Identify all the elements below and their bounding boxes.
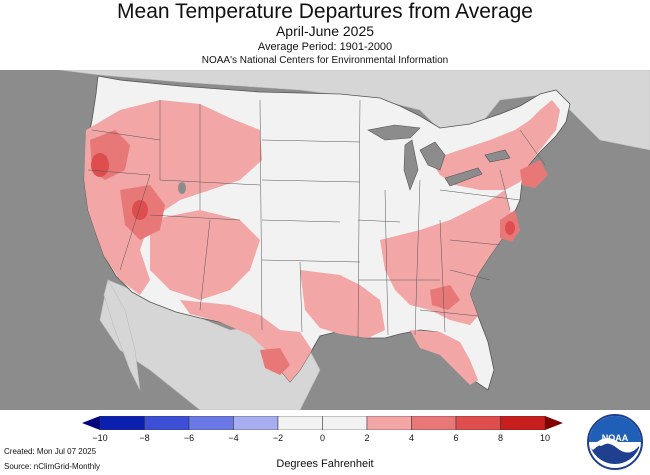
noaa-logo-text: NOAA (602, 433, 629, 443)
colorbar-arrow-high (545, 416, 563, 430)
legend-tick-label: −4 (228, 433, 239, 443)
legend-tick-label: −8 (139, 433, 150, 443)
legend-colorbar (82, 416, 563, 430)
data-source: Source: nClimGrid-Monthly (4, 462, 101, 471)
colorbar-segment (500, 416, 546, 430)
colorbar-segment (277, 416, 323, 430)
colorbar-segment (455, 416, 501, 430)
legend-tick-label: 2 (364, 433, 370, 443)
anomaly-4-to-6 (90, 130, 548, 375)
legend-tick-label: 6 (453, 433, 459, 443)
legend-tick-label: 4 (408, 433, 414, 443)
legend-tick-label: −2 (272, 433, 284, 443)
legend-tick-label: 10 (539, 433, 550, 443)
legend-tick-label: −6 (183, 433, 195, 443)
noaa-logo: NOAA (587, 414, 643, 470)
colorbar-segment (322, 416, 368, 430)
colorbar-segment (144, 416, 190, 430)
legend-tick-label: 8 (497, 433, 503, 443)
map-canvas (59, 70, 650, 410)
agency-line: NOAA's National Centers for Environmenta… (201, 55, 449, 66)
anomaly-6-to-8 (91, 153, 515, 235)
colorbar-arrow-low (82, 416, 100, 430)
mexico-landmass (99, 279, 321, 410)
average-period: Average Period: 1901-2000 (257, 41, 393, 53)
baja-peninsula (103, 279, 141, 391)
legend-tick-label: −10 (92, 433, 108, 443)
colorbar-segment (99, 416, 145, 430)
great-salt-lake (178, 182, 186, 194)
temperature-map (0, 70, 650, 410)
colorbar-segment (411, 416, 457, 430)
map-subtitle: April-June 2025 (275, 23, 375, 39)
state-boundaries (87, 99, 546, 339)
great-lakes (367, 124, 511, 191)
colorbar-segment (188, 416, 234, 430)
map-title: Mean Temperature Departures from Average (117, 0, 533, 23)
colorbar-segment (233, 416, 279, 430)
legend-units: Degrees Fahrenheit (276, 458, 374, 470)
created-date: Created: Mon Jul 07 2025 (4, 447, 97, 456)
legend-tick-label: 0 (319, 433, 325, 443)
colorbar-segment (366, 416, 412, 430)
